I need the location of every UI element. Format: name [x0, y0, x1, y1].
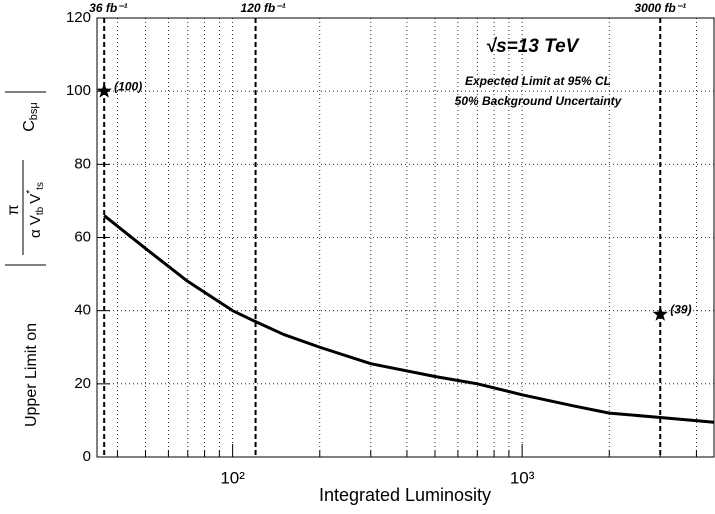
y-tick-label: 120: [66, 9, 91, 26]
den-a: α V: [27, 215, 44, 238]
marker-label: (39): [670, 302, 691, 316]
marker-label: (100): [114, 79, 142, 93]
y-label-factor: Cbsμ: [21, 102, 40, 132]
y-tick-label: 60: [74, 228, 91, 245]
line-series: [103, 214, 715, 424]
y-tick-label: 20: [74, 375, 91, 392]
x-tick-label: 10³: [510, 468, 535, 487]
y-axis-label: Upper Limit on π α Vtb V*ts Cbsμ: [5, 91, 46, 427]
reference-label: 120 fb⁻¹: [241, 1, 286, 15]
reference-label: 3000 fb⁻¹: [634, 1, 686, 15]
reference-label: 36 fb⁻¹: [89, 1, 127, 15]
annotation: √s=13 TeV: [486, 36, 580, 57]
den-sub1: tb: [35, 206, 46, 215]
annotation: Expected Limit at 95% CL: [465, 74, 611, 88]
y-tick-label: 80: [74, 155, 91, 172]
y-label-text: Upper Limit on: [23, 323, 40, 427]
factor: C: [21, 120, 38, 132]
plot-frame: [96, 17, 715, 458]
den-mid: V: [27, 194, 44, 204]
y-label-numerator: π: [5, 204, 22, 215]
star-marker: [96, 83, 112, 98]
x-tick-label: 10²: [220, 468, 245, 487]
y-tick-label: 0: [83, 448, 91, 465]
annotation: 50% Background Uncertainty: [455, 94, 623, 108]
y-tick-label: 40: [74, 302, 91, 319]
den-sup: *: [25, 190, 36, 194]
den-sub2: ts: [35, 182, 46, 190]
factor-sub: bsμ: [28, 102, 40, 120]
y-tick-label: 100: [66, 82, 91, 99]
star-marker: [652, 306, 668, 321]
y-label-denominator: α Vtb V*ts: [25, 182, 46, 238]
x-axis-label: Integrated Luminosity: [319, 485, 491, 505]
